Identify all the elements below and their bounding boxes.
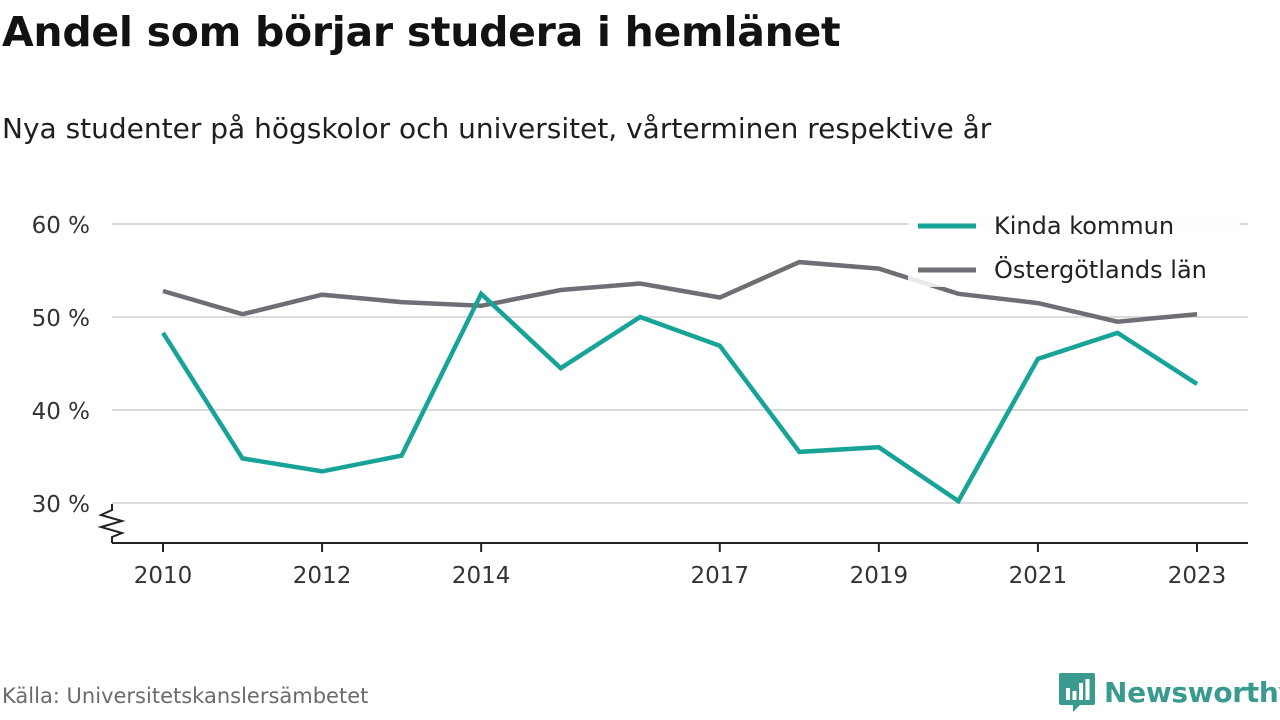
legend: Kinda kommun Östergötlands län xyxy=(908,209,1240,287)
source-note: Källa: Universitetskanslersämbetet xyxy=(2,684,369,708)
axes: 30 % 40 % 50 % 60 % 2010 2012 2014 2017 2019 2021… xyxy=(32,213,1248,589)
y-tick-label: 60 % xyxy=(32,213,90,239)
x-tick-label: 2019 xyxy=(850,563,909,589)
y-tick-label: 50 % xyxy=(32,306,90,332)
series-line-kinda xyxy=(161,290,1199,505)
x-tick-label: 2010 xyxy=(134,563,193,589)
axis-break-icon xyxy=(97,504,126,543)
newsworthy-logo-icon xyxy=(1059,673,1095,712)
legend-label: Östergötlands län xyxy=(994,255,1207,284)
y-tick-label: 40 % xyxy=(32,399,90,425)
newsworthy-logo[interactable]: Newsworthy xyxy=(1058,671,1280,713)
series-line-ostergotland xyxy=(162,259,1198,324)
series-lines xyxy=(161,259,1199,505)
chart-title: Andel som börjar studera i hemlänet xyxy=(2,8,841,56)
brand-name: Newsworthy xyxy=(1104,675,1280,709)
y-tick-label: 30 % xyxy=(32,492,90,518)
x-tick-label: 2021 xyxy=(1009,563,1068,589)
legend-label: Kinda kommun xyxy=(994,212,1174,240)
x-tick-label: 2014 xyxy=(452,563,511,589)
x-tick-label: 2023 xyxy=(1168,563,1227,589)
x-tick-label: 2017 xyxy=(690,563,749,589)
x-tick-label: 2012 xyxy=(293,563,352,589)
chart-subtitle: Nya studenter på högskolor och universit… xyxy=(2,112,992,145)
